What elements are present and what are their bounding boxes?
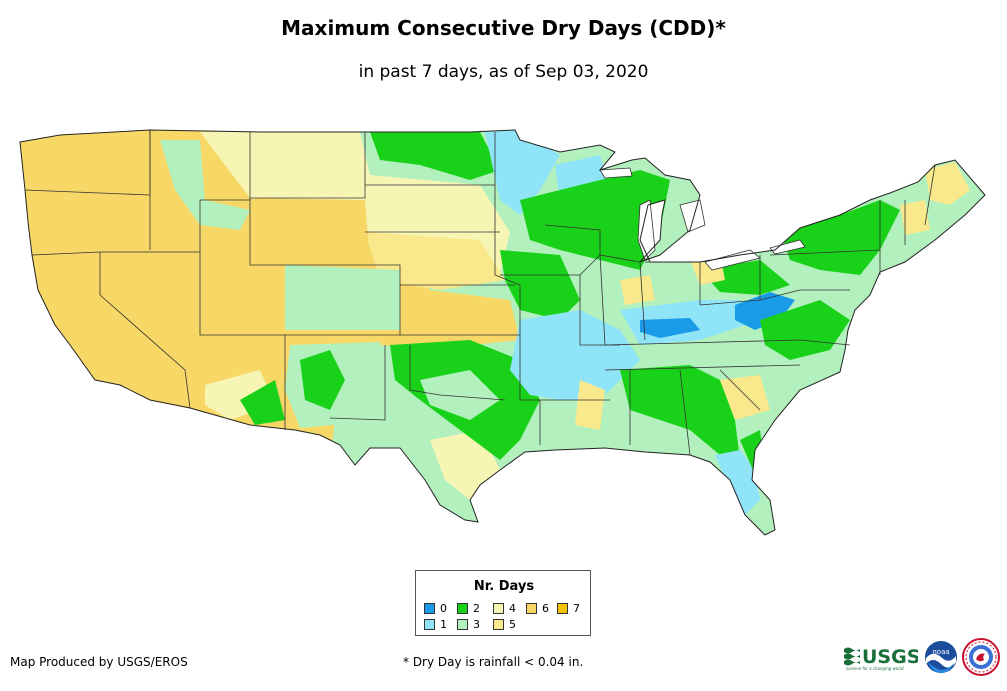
legend-item: 5 — [493, 618, 516, 631]
legend-item: 7 — [557, 602, 580, 615]
nws-logo — [962, 638, 1000, 676]
legend-swatch — [493, 619, 504, 630]
usgs-logo: USGS science for a changing world — [844, 646, 918, 671]
map-title: Maximum Consecutive Dry Days (CDD)* — [281, 16, 726, 40]
legend-swatch — [557, 603, 568, 614]
legend-swatch — [424, 619, 435, 630]
legend-label: 6 — [542, 602, 549, 615]
legend-item: 3 — [457, 618, 480, 631]
legend-swatch — [457, 603, 468, 614]
legend-item: 1 — [424, 618, 447, 631]
legend-swatch — [424, 603, 435, 614]
legend-label: 1 — [440, 618, 447, 631]
usgs-logo-text: USGS — [862, 646, 918, 668]
legend-item: 2 — [457, 602, 480, 615]
legend-label: 2 — [473, 602, 480, 615]
legend-swatch — [493, 603, 504, 614]
legend: Nr. Days 0 1 2 3 4 5 6 7 — [415, 570, 591, 636]
legend-title: Nr. Days — [473, 579, 535, 594]
credit-text: Map Produced by USGS/EROS — [10, 655, 188, 669]
legend-swatch — [457, 619, 468, 630]
legend-label: 4 — [509, 602, 516, 615]
legend-item: 6 — [526, 602, 549, 615]
map-subtitle: in past 7 days, as of Sep 03, 2020 — [358, 62, 649, 82]
noaa-logo: noaa — [925, 641, 957, 674]
legend-label: 0 — [440, 602, 447, 615]
legend-item: 4 — [493, 602, 516, 615]
legend-swatch — [526, 603, 537, 614]
legend-item: 0 — [424, 602, 447, 615]
legend-label: 3 — [473, 618, 480, 631]
legend-label: 7 — [573, 602, 580, 615]
noaa-text: noaa — [932, 648, 949, 656]
usgs-tagline: science for a changing world — [846, 666, 904, 671]
legend-label: 5 — [509, 618, 516, 631]
footnote-text: * Dry Day is rainfall < 0.04 in. — [403, 655, 584, 669]
